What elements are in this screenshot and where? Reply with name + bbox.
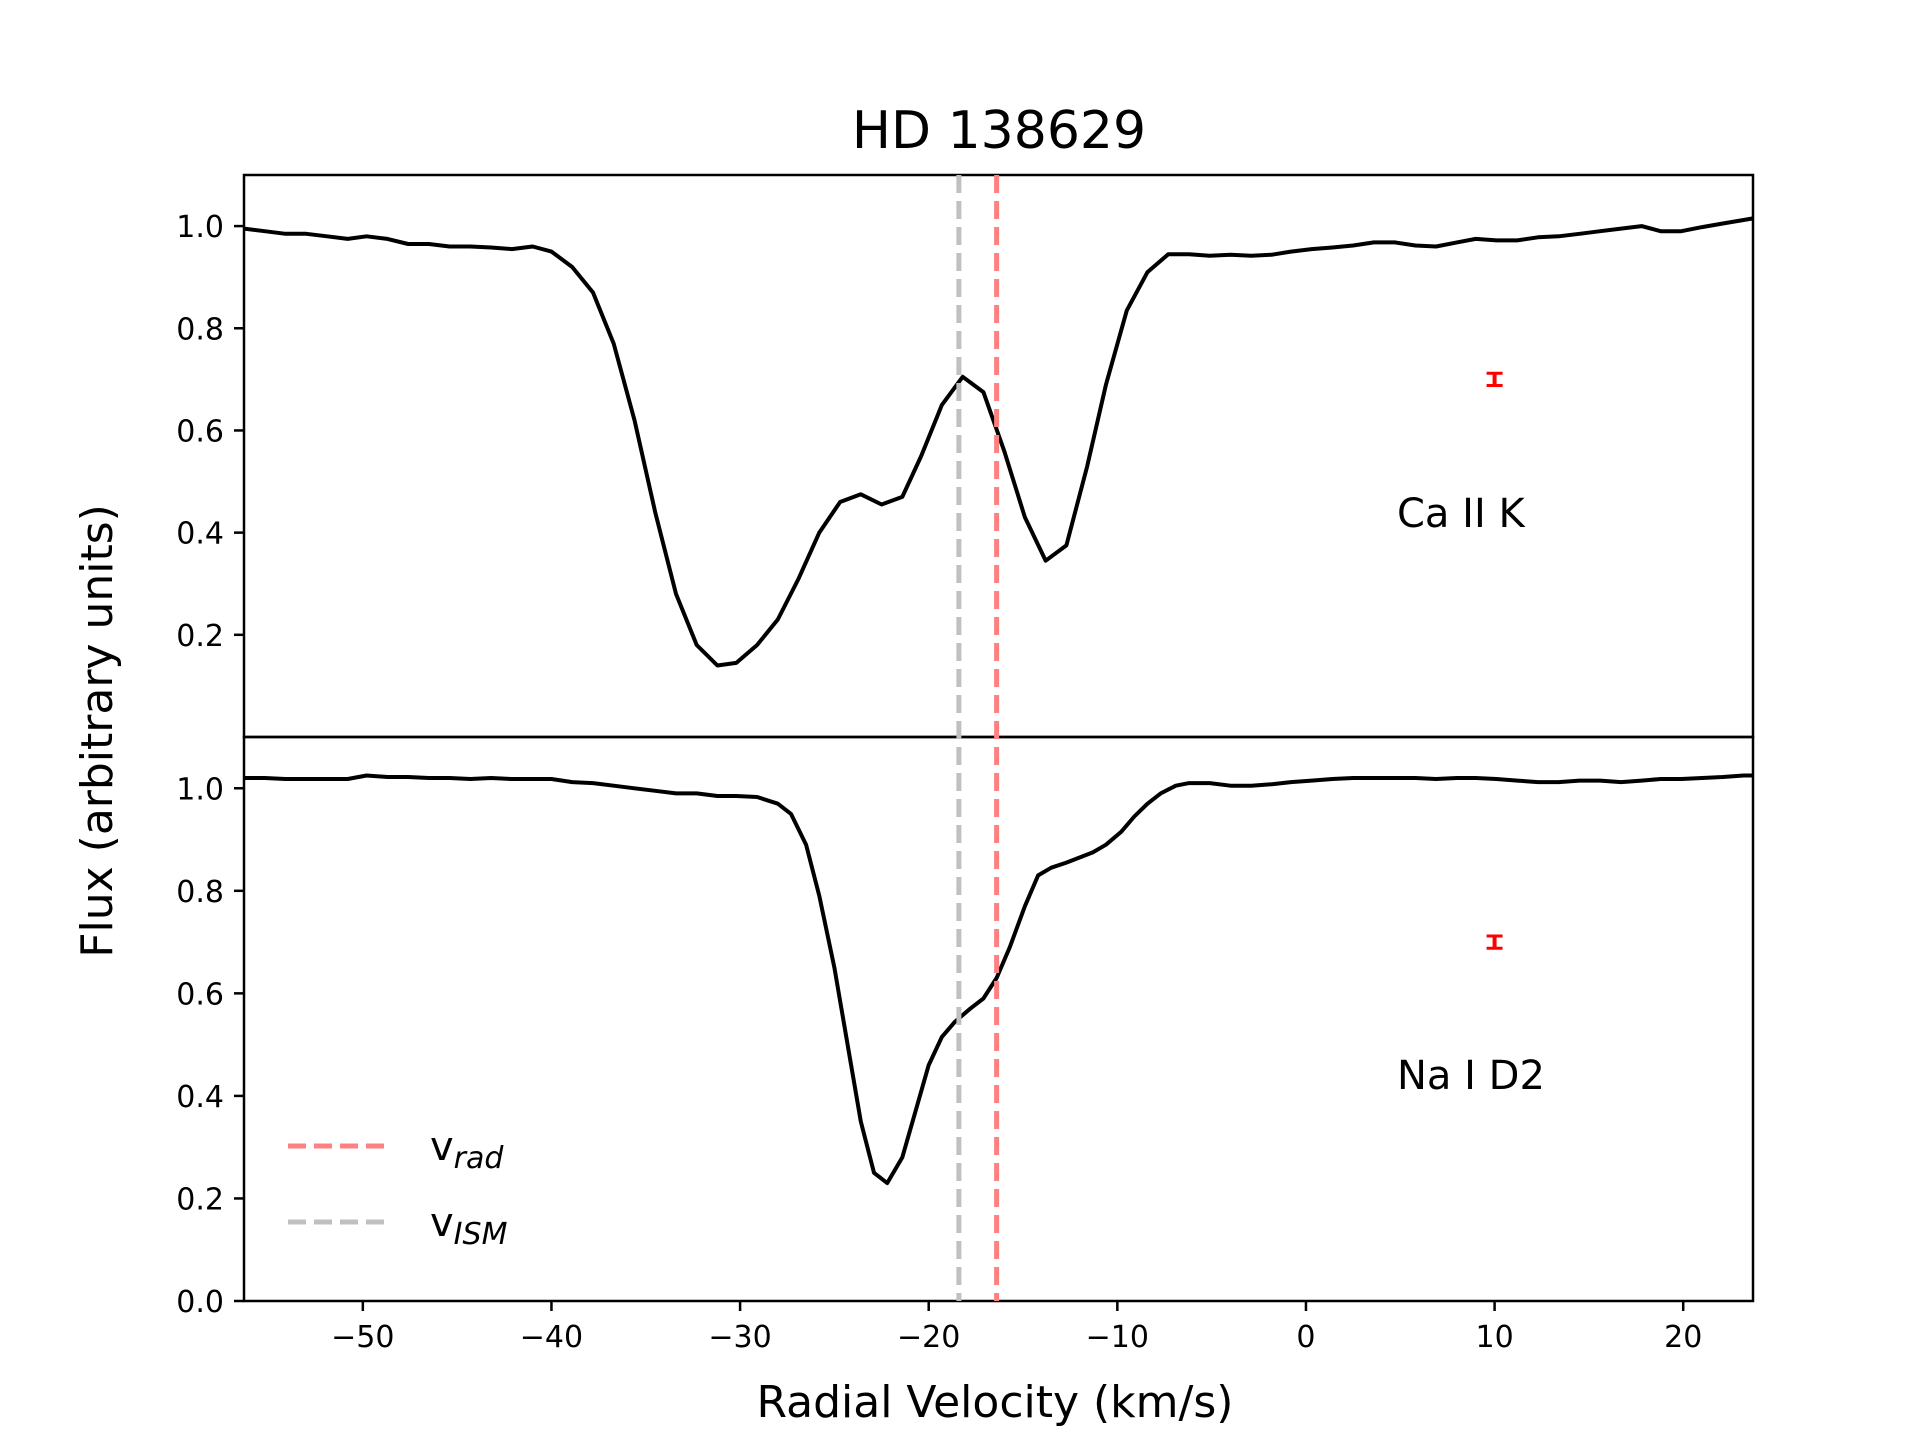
legend: vrad vISM bbox=[288, 1124, 508, 1252]
y-tick-label-na-i-d2-2: 0.4 bbox=[176, 1080, 224, 1115]
x-axis-title: Radial Velocity (km/s) bbox=[757, 1377, 1234, 1428]
chart-title: HD 138629 bbox=[852, 101, 1146, 161]
legend-label-v-ism: vISM bbox=[430, 1200, 508, 1252]
y-tick-label-na-i-d2-5: 1.0 bbox=[176, 772, 224, 807]
y-tick-label-na-i-d2-0: 0.0 bbox=[176, 1285, 224, 1320]
series-line-na-i-d2 bbox=[244, 773, 1753, 1186]
x-tick-label-1: −40 bbox=[520, 1320, 583, 1355]
x-tick-label-2: −30 bbox=[708, 1320, 771, 1355]
series-line-ca-ii-k bbox=[243, 216, 1754, 668]
x-tick-label-5: 0 bbox=[1296, 1320, 1315, 1355]
y-tick-label-ca-ii-k-3: 0.8 bbox=[176, 312, 224, 347]
x-axis: −50 −40 −30 −20 −10 0 10 20 bbox=[331, 1301, 1702, 1355]
x-tick-label-4: −10 bbox=[1086, 1320, 1149, 1355]
y-tick-label-na-i-d2-4: 0.8 bbox=[176, 875, 224, 910]
y-tick-label-ca-ii-k-4: 1.0 bbox=[176, 210, 224, 245]
legend-label-v-rad: vrad bbox=[430, 1124, 504, 1176]
y-axis-title: Flux (arbitrary units) bbox=[72, 504, 123, 958]
panel-na-i-d2: 0.0 0.2 0.4 0.6 0.8 1.0 Na I D2 bbox=[176, 735, 1755, 1320]
panel-label-ca-ii-k: Ca II K bbox=[1397, 491, 1526, 537]
x-tick-label-7: 20 bbox=[1664, 1320, 1702, 1355]
y-tick-label-na-i-d2-1: 0.2 bbox=[176, 1182, 224, 1217]
panel-ca-ii-k: 0.2 0.4 0.6 0.8 1.0 Ca II K bbox=[176, 173, 1755, 739]
x-tick-label-0: −50 bbox=[331, 1320, 394, 1355]
panel-label-na-i-d2: Na I D2 bbox=[1397, 1053, 1545, 1099]
y-tick-label-ca-ii-k-2: 0.6 bbox=[176, 414, 224, 449]
x-tick-label-6: 10 bbox=[1475, 1320, 1513, 1355]
y-tick-label-na-i-d2-3: 0.6 bbox=[176, 977, 224, 1012]
velocity-reference-lines bbox=[956, 175, 1000, 1301]
x-tick-label-3: −20 bbox=[897, 1320, 960, 1355]
y-tick-label-ca-ii-k-0: 0.2 bbox=[176, 619, 224, 654]
y-tick-label-ca-ii-k-1: 0.4 bbox=[176, 517, 224, 552]
